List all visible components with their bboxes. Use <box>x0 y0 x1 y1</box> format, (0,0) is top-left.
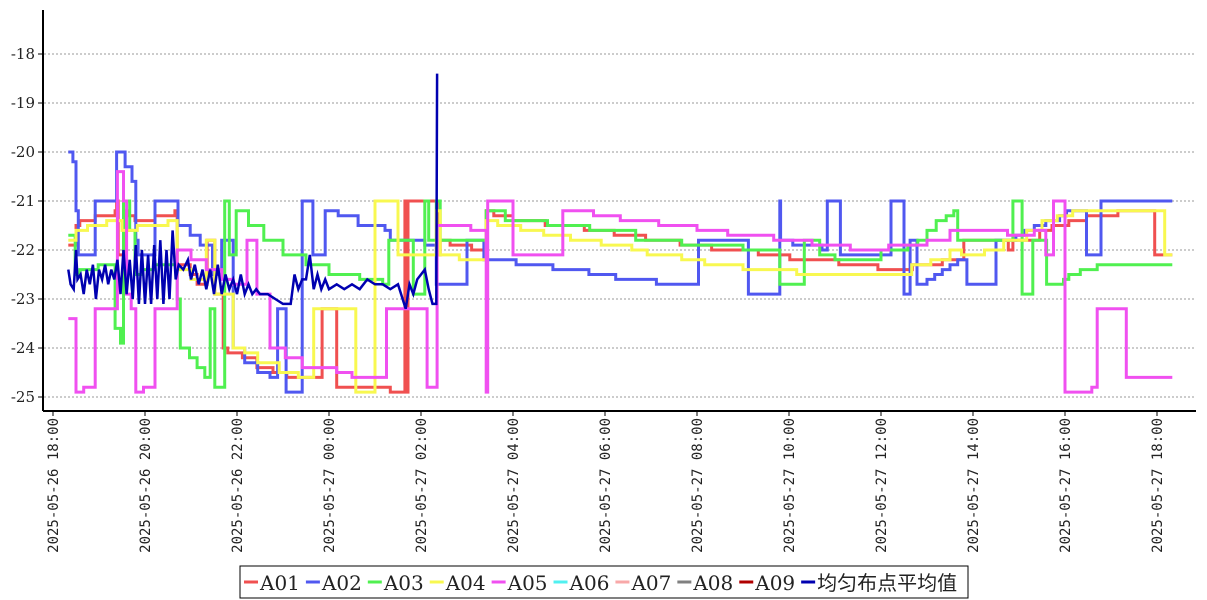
series-line-A05 <box>68 170 1173 394</box>
legend-item: A08 <box>677 571 733 595</box>
x-tick-label: 2025-05-27 18:00 <box>1150 418 1166 553</box>
x-tick-label: 2025-05-27 16:00 <box>1058 418 1074 553</box>
legend-item: A04 <box>429 571 486 595</box>
series-line-均匀布点平均值 <box>67 73 439 310</box>
y-tick-label: -19 <box>11 94 35 112</box>
y-tick-label: -23 <box>11 290 35 308</box>
y-tick-label: -22 <box>11 241 35 259</box>
legend-label: A05 <box>507 571 548 595</box>
x-tick-label: 2025-05-26 22:00 <box>230 418 246 553</box>
y-tick-label: -20 <box>11 143 35 161</box>
legend-label: A08 <box>692 571 733 595</box>
legend-item: A03 <box>367 571 424 595</box>
legend-label: 均匀布点平均值 <box>817 571 957 595</box>
series-lines <box>67 73 1173 394</box>
legend-item: A05 <box>491 571 548 595</box>
legend-label: A07 <box>630 571 671 595</box>
x-tick-label: 2025-05-27 04:00 <box>506 418 522 553</box>
legend-item: A07 <box>615 571 671 595</box>
legend-label: A01 <box>259 571 300 595</box>
x-tick-label: 2025-05-27 14:00 <box>966 418 982 553</box>
y-tick-label: -24 <box>11 339 35 357</box>
y-tick-label: -21 <box>11 192 35 210</box>
legend-item: A01 <box>244 571 300 595</box>
x-tick-label: 2025-05-27 12:00 <box>874 418 890 553</box>
x-tick-label: 2025-05-27 10:00 <box>782 418 798 553</box>
x-tick-label: 2025-05-27 00:00 <box>322 418 338 553</box>
legend-label: A04 <box>445 571 486 595</box>
legend-item: 均匀布点平均值 <box>801 571 957 595</box>
legend: A01 A02 A03 A04 A05 A06 A07 A08 A09 均匀布点平均值 <box>239 565 969 599</box>
y-tick-label: -18 <box>11 45 35 63</box>
y-axis-ticks: -18 -19 -20 -21 -22 -23 -24 -25 <box>11 45 43 406</box>
x-tick-label: 2025-05-26 18:00 <box>46 418 62 553</box>
legend-label: A09 <box>754 571 795 595</box>
x-tick-label: 2025-05-27 02:00 <box>414 418 430 553</box>
x-tick-label: 2025-05-27 08:00 <box>690 418 706 553</box>
x-axis-ticks: 2025-05-26 18:00 2025-05-26 20:00 2025-05-… <box>46 411 1166 553</box>
legend-label: A03 <box>383 571 424 595</box>
y-tick-label: -25 <box>11 388 35 406</box>
legend-label: A06 <box>569 571 610 595</box>
legend-item: A06 <box>553 571 610 595</box>
series-line-A02 <box>68 150 1173 394</box>
legend-item: A09 <box>739 571 795 595</box>
x-tick-label: 2025-05-26 20:00 <box>138 418 154 553</box>
x-tick-label: 2025-05-27 06:00 <box>598 418 614 553</box>
legend-item: A02 <box>305 571 362 595</box>
legend-label: A02 <box>321 571 362 595</box>
